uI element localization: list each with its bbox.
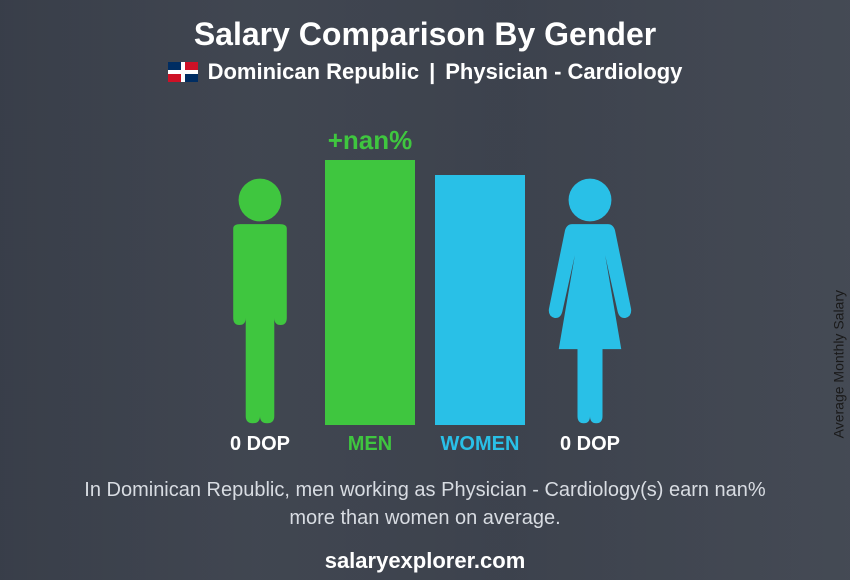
men-bar-group: +nan% (325, 125, 415, 425)
percent-label: +nan% (328, 125, 413, 156)
page-subtitle: Dominican Republic | Physician - Cardiol… (0, 59, 850, 85)
men-label: MEN (325, 433, 415, 456)
chart-area: +nan% (0, 125, 850, 425)
page-title: Salary Comparison By Gender (0, 0, 850, 53)
flag-icon (168, 62, 198, 82)
male-icon (215, 175, 305, 425)
side-axis-label: Average Monthly Salary (830, 290, 846, 438)
subtitle-separator: | (429, 59, 435, 85)
subtitle-country: Dominican Republic (208, 59, 419, 85)
labels-row: 0 DOP MEN WOMEN 0 DOP (0, 433, 850, 456)
summary-text: In Dominican Republic, men working as Ph… (0, 476, 850, 532)
female-icon (545, 175, 635, 425)
women-value: 0 DOP (545, 433, 635, 456)
women-bar-group (435, 125, 525, 425)
footer-link[interactable]: salaryexplorer.com (0, 548, 850, 574)
men-bar (325, 160, 415, 425)
subtitle-job: Physician - Cardiology (445, 59, 682, 85)
women-bar (435, 175, 525, 425)
women-label: WOMEN (435, 433, 525, 456)
men-value: 0 DOP (215, 433, 305, 456)
